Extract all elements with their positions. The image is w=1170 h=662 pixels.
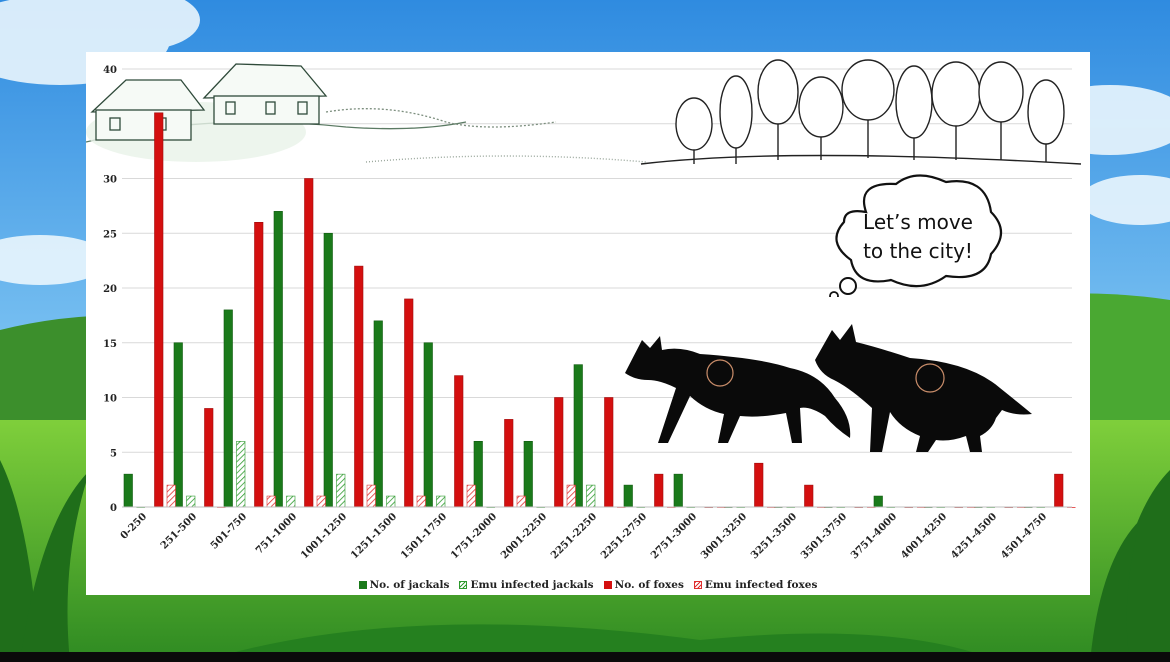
thought-bubble-icon (829, 174, 1003, 297)
bar-jackals-11 (673, 473, 683, 508)
x-tick-label: 3251-3500 (749, 511, 799, 561)
legend-swatch-infected-foxes (693, 581, 702, 589)
legend-item-infected-jackals: Emu infected jackals (459, 579, 594, 591)
x-tick-label: 4001-4250 (899, 511, 949, 561)
bar-infected-jackals-3 (286, 495, 296, 508)
y-tick-label: 25 (103, 229, 117, 240)
bar-jackals-5 (373, 320, 383, 508)
bar-foxes-12 (754, 462, 764, 508)
x-tick-label: 251-500 (159, 511, 199, 551)
legend-swatch-infected-jackals (459, 581, 468, 589)
fox-right-icon (815, 324, 1032, 452)
bar-infected-jackals-6 (436, 495, 446, 508)
x-tick-label: 3501-3750 (799, 511, 849, 561)
bar-foxes-1 (204, 408, 214, 508)
bar-infected-foxes-2 (266, 495, 276, 508)
x-tick-label: 3751-4000 (849, 511, 899, 561)
x-tick-label: 1001-1250 (299, 511, 349, 561)
y-tick-label: 0 (110, 503, 117, 514)
thought-bubble-text: Let’s move to the city! (838, 208, 998, 266)
legend-item-jackals: No. of jackals (358, 579, 450, 591)
bar-infected-foxes-6 (466, 484, 476, 508)
bar-infected-foxes-4 (366, 484, 376, 508)
x-tick-label: 1251-1500 (349, 511, 399, 561)
x-tick-label: 2251-2750 (599, 511, 649, 561)
bar-jackals-4 (323, 232, 333, 508)
bar-jackals-10 (623, 484, 633, 508)
bar-infected-foxes-8 (566, 484, 576, 508)
legend-label-foxes: No. of foxes (614, 579, 684, 591)
bar-infected-jackals-4 (336, 473, 346, 508)
bar-foxes-4 (354, 265, 364, 508)
bar-infected-jackals-2 (236, 440, 246, 508)
bar-foxes-6 (454, 375, 464, 508)
legend-label-jackals: No. of jackals (369, 579, 450, 591)
x-tick-label: 2751-3000 (649, 511, 699, 561)
fox-silhouettes-icon (625, 324, 1032, 452)
bar-infected-foxes-5 (416, 495, 426, 508)
bubble-line-1: Let’s move (863, 210, 973, 234)
bar-foxes-2 (254, 222, 264, 508)
legend-label-infected-jackals: Emu infected jackals (470, 579, 594, 591)
y-tick-label: 10 (103, 394, 117, 405)
bar-foxes-3 (304, 178, 314, 508)
bar-jackals-6 (423, 342, 433, 508)
bar-foxes-10 (654, 473, 664, 508)
x-tick-label: 0-250 (119, 511, 149, 541)
bar-jackals-1 (173, 342, 183, 508)
x-tick-label: 1501-1750 (399, 511, 449, 561)
x-tick-label: 4501-4750 (999, 511, 1049, 561)
legend-item-infected-foxes: Emu infected foxes (693, 579, 818, 591)
y-tick-label: 30 (103, 175, 117, 186)
bar-foxes-13 (804, 484, 814, 508)
bar-infected-foxes-7 (516, 495, 526, 508)
legend: No. of jackals Emu infected jackals No. … (86, 577, 1090, 593)
bubble-line-2: to the city! (863, 239, 973, 263)
bar-infected-jackals-1 (186, 495, 196, 508)
legend-label-infected-foxes: Emu infected foxes (704, 579, 818, 591)
bar-jackals-3 (273, 211, 283, 508)
bar-chart: 0510152025303540 0 (86, 59, 1082, 561)
bar-infected-foxes-0 (166, 484, 176, 508)
bar-foxes-0 (154, 112, 164, 508)
forest-trees-illustration (365, 59, 1082, 165)
legend-item-foxes: No. of foxes (603, 579, 684, 591)
bar-foxes-5 (404, 298, 414, 508)
bottom-bar (0, 652, 1170, 662)
x-tick-label: 501-750 (209, 511, 249, 551)
x-tick-label: 2001-2250 (499, 511, 549, 561)
y-tick-label: 5 (110, 448, 117, 459)
x-tick-label: 1751-2000 (449, 511, 499, 561)
bar-jackals-0 (123, 473, 133, 508)
bar-infected-foxes-3 (316, 495, 326, 508)
legend-swatch-foxes (603, 581, 612, 589)
y-tick-label: 20 (103, 284, 117, 295)
y-tick-label: 40 (103, 65, 117, 76)
x-tick-label: 751-1000 (254, 511, 299, 556)
x-axis: 0-250 251-500 501-750 751-1000 1001-1250 1251… (119, 506, 1072, 561)
x-tick-label: 3001-3250 (699, 511, 749, 561)
y-tick-label: 15 (103, 339, 117, 350)
bar-infected-jackals-9 (586, 484, 596, 508)
village-houses-illustration (86, 63, 557, 162)
x-tick-label: 2251-2250 (549, 511, 599, 561)
x-tick-label: 4251-4500 (949, 511, 999, 561)
bar-foxes-18 (1054, 473, 1064, 508)
bar-infected-jackals-5 (386, 495, 396, 508)
legend-swatch-jackals (358, 581, 367, 589)
bar-jackals-15 (873, 495, 883, 508)
fox-left-icon (625, 336, 851, 443)
bar-foxes-9 (604, 397, 614, 508)
chart-panel: 0510152025303540 0 (86, 52, 1090, 595)
bar-foxes-8 (554, 397, 564, 508)
bar-jackals-2 (223, 309, 233, 508)
bar-foxes-7 (504, 419, 514, 508)
